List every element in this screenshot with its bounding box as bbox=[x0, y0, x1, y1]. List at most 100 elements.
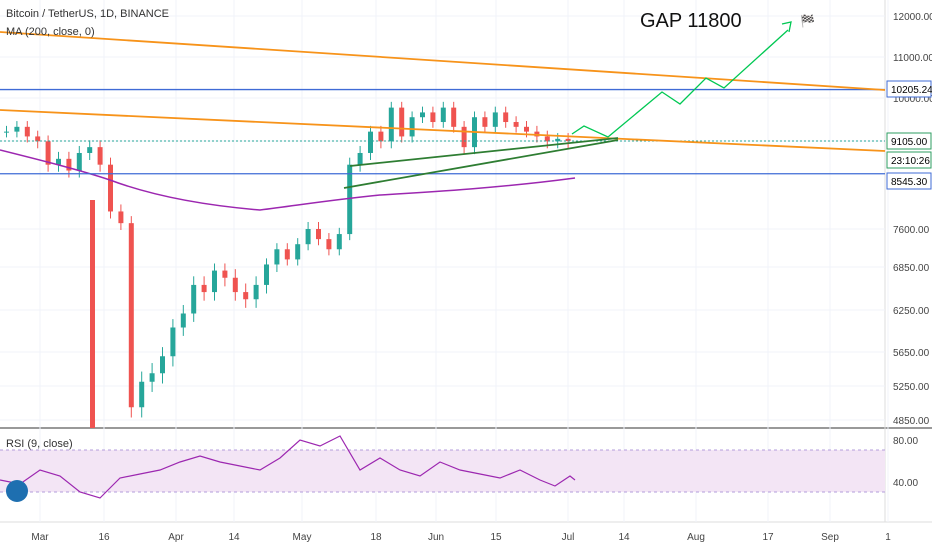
time-tick-label: Jun bbox=[428, 532, 444, 543]
triangle-upper bbox=[349, 137, 619, 167]
candle-crash bbox=[90, 200, 95, 428]
candle bbox=[451, 107, 457, 127]
price-tick-label: 10000.00 bbox=[893, 94, 932, 105]
candle bbox=[201, 284, 207, 293]
candle bbox=[139, 381, 145, 408]
price-badge-label: 9105.00 bbox=[891, 137, 928, 148]
rsi-line bbox=[0, 435, 576, 499]
candle bbox=[108, 164, 113, 212]
candle bbox=[191, 284, 197, 314]
candle bbox=[170, 327, 176, 357]
rsi-band bbox=[0, 450, 885, 492]
price-tick-label: 12000.00 bbox=[893, 12, 932, 23]
rsi-legend[interactable]: RSI (9, close) bbox=[6, 438, 73, 450]
candle bbox=[212, 270, 217, 293]
candle bbox=[274, 249, 280, 265]
time-tick-label: 18 bbox=[370, 532, 382, 543]
candle bbox=[284, 249, 290, 260]
price-badge-label: 10205.24 bbox=[891, 85, 932, 96]
main-pane bbox=[0, 0, 885, 428]
projection-path bbox=[571, 29, 789, 138]
projection-arrowhead bbox=[781, 21, 792, 33]
candle bbox=[253, 284, 259, 300]
candle bbox=[368, 131, 373, 153]
time-tick-label: 16 bbox=[98, 532, 110, 543]
triangle-lower bbox=[343, 139, 619, 189]
candle bbox=[66, 158, 72, 171]
candle bbox=[118, 211, 124, 224]
candle bbox=[24, 126, 30, 137]
candle bbox=[264, 264, 269, 285]
candle bbox=[461, 126, 467, 148]
time-tick-label: Apr bbox=[168, 532, 184, 543]
candle bbox=[430, 112, 436, 123]
price-badge bbox=[886, 80, 932, 98]
flag-icon: 🏁 bbox=[800, 14, 815, 28]
candle bbox=[56, 158, 61, 165]
candle bbox=[305, 229, 311, 245]
time-tick-label: 17 bbox=[762, 532, 774, 543]
orange-trendline-upper bbox=[0, 31, 886, 91]
candle bbox=[14, 126, 20, 132]
candle bbox=[128, 223, 134, 408]
time-tick-label: May bbox=[293, 532, 312, 543]
time-tick-label: Mar bbox=[31, 532, 49, 543]
candle bbox=[524, 126, 529, 132]
candle bbox=[4, 131, 9, 133]
symbol-legend[interactable]: Bitcoin / TetherUS, 1D, BINANCE bbox=[6, 8, 170, 20]
candle bbox=[243, 292, 249, 300]
time-tick-label: Sep bbox=[821, 532, 839, 543]
time-tick-label: 15 bbox=[490, 532, 502, 543]
candle bbox=[316, 229, 321, 240]
time-tick-label: 1 bbox=[885, 532, 891, 543]
candle bbox=[440, 107, 446, 123]
candle bbox=[160, 356, 165, 374]
tradingview-logo-icon[interactable] bbox=[6, 480, 28, 502]
candle bbox=[180, 313, 186, 328]
rsi-tick-label: 40.00 bbox=[893, 478, 918, 489]
candle bbox=[87, 147, 93, 153]
price-badge bbox=[886, 132, 932, 150]
rsi-tick-label: 80.00 bbox=[893, 436, 918, 447]
price-tick-label: 5650.00 bbox=[893, 348, 930, 359]
candle bbox=[232, 277, 238, 293]
ma-legend[interactable]: MA (200, close, 0) bbox=[6, 26, 95, 38]
candle bbox=[544, 136, 550, 142]
candle bbox=[503, 112, 509, 123]
time-tick-label: Jul bbox=[562, 532, 575, 543]
candle bbox=[97, 147, 103, 165]
candle bbox=[326, 239, 332, 250]
price-badge-label: 23:10:26 bbox=[891, 156, 930, 167]
candle bbox=[378, 131, 384, 142]
gap-annotation: GAP 11800 bbox=[640, 10, 742, 32]
candle bbox=[76, 152, 82, 171]
price-tick-label: 6850.00 bbox=[893, 263, 930, 274]
candle bbox=[555, 138, 561, 142]
candle bbox=[565, 138, 571, 141]
candle bbox=[295, 244, 301, 260]
time-tick-label: 14 bbox=[618, 532, 630, 543]
candle bbox=[336, 234, 342, 250]
candle bbox=[482, 117, 488, 127]
candle bbox=[45, 141, 51, 165]
price-badge bbox=[886, 172, 932, 190]
candle bbox=[149, 373, 155, 382]
time-tick-label: Aug bbox=[687, 532, 705, 543]
price-tick-label: 6250.00 bbox=[893, 306, 930, 317]
price-tick-label: 11000.00 bbox=[893, 53, 932, 64]
candle bbox=[492, 112, 498, 127]
candle bbox=[399, 107, 405, 137]
price-tick-label: 5250.00 bbox=[893, 382, 930, 393]
candle bbox=[388, 107, 394, 142]
orange-trendline-lower bbox=[0, 109, 886, 152]
candle bbox=[35, 136, 41, 142]
candle bbox=[347, 164, 353, 235]
candle bbox=[222, 270, 228, 278]
time-tick-label: 14 bbox=[228, 532, 240, 543]
price-badge-label: 8545.30 bbox=[891, 177, 928, 188]
candle bbox=[420, 112, 425, 118]
candle bbox=[409, 117, 415, 137]
price-tick-label: 4850.00 bbox=[893, 416, 930, 427]
candle bbox=[513, 122, 519, 127]
